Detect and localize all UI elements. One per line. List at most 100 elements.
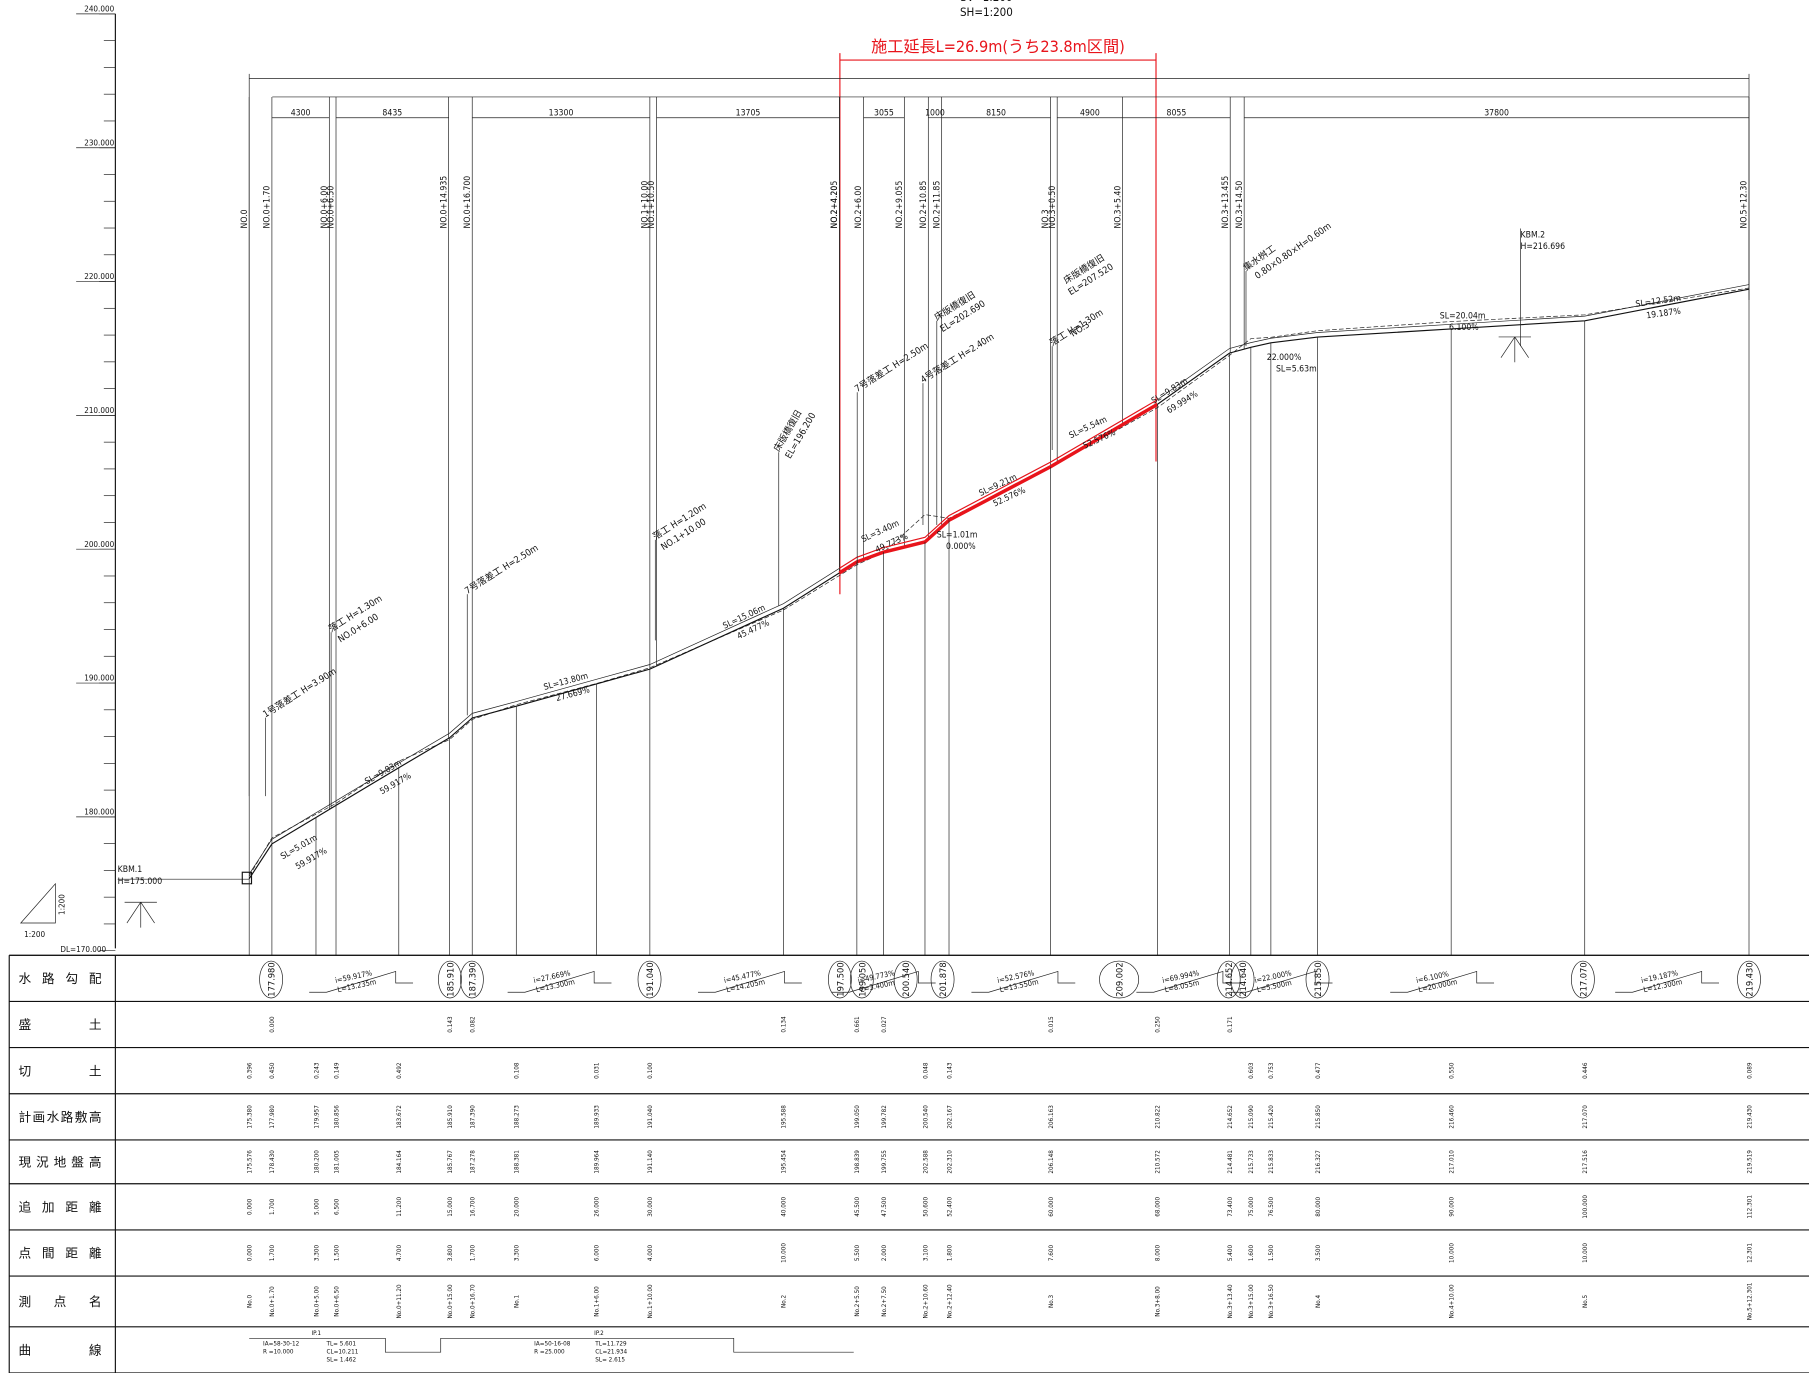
cell-value: 11.200 (396, 1196, 403, 1216)
slope-grade: 0.000% (946, 542, 976, 552)
cell-value: 185.910 (447, 1105, 454, 1129)
gradient-symbol (831, 970, 936, 993)
slope-length: 22.000% (1267, 353, 1302, 363)
datum-label: DL=170.000 (60, 945, 106, 954)
circle-elevation: 217.070 (1578, 962, 1589, 996)
elevation-circle (1570, 960, 1595, 999)
cell-value: 189.964 (594, 1150, 601, 1174)
slope-grade: 6.100% (1449, 323, 1479, 333)
cell-value: 215.833 (1268, 1150, 1275, 1174)
cell-value: 3.500 (1315, 1244, 1322, 1261)
circle-elevation: 201.878 (938, 962, 949, 996)
cell-value: 180.856 (333, 1105, 340, 1129)
cell-value: 177.980 (269, 1105, 276, 1129)
cell-value: 210.572 (1155, 1150, 1162, 1174)
station-label: NO.2+4.20 (830, 186, 840, 229)
cell-value: 0.108 (514, 1062, 521, 1079)
cell-value: 6.000 (594, 1244, 601, 1261)
scale-triangle (19, 882, 56, 924)
cell-value: 195.454 (781, 1150, 788, 1174)
cell-value: 178.430 (269, 1150, 276, 1174)
benchmark-name: KBM.1 (118, 865, 143, 875)
cell-value: No.4 (1315, 1295, 1322, 1308)
station-label: NO.5+12.30 (1740, 181, 1750, 229)
slope-length: SL=20.04m (1440, 311, 1486, 321)
cell-value: 1.800 (946, 1244, 953, 1261)
cell-value: 0.089 (1746, 1062, 1753, 1079)
slope-grade: 19.187% (1646, 307, 1682, 322)
cell-value: 188.381 (514, 1150, 521, 1174)
cell-value: 1.700 (269, 1198, 276, 1215)
cell-value: 90.000 (1448, 1196, 1455, 1216)
cell-value: 10.000 (1448, 1243, 1455, 1263)
curve-radius: R =10.000 (263, 1348, 294, 1355)
elevation-circle (637, 960, 662, 999)
dimension-label: 8150 (986, 108, 1006, 118)
elevation-circle (828, 960, 852, 999)
station-label: NO.3+13.455 (1221, 176, 1231, 229)
circle-elevation: 219.430 (1744, 962, 1755, 996)
cell-value: 217.516 (1582, 1150, 1589, 1174)
curve-sl: SL= 2.615 (595, 1356, 625, 1363)
cell-value: 0.015 (1048, 1016, 1055, 1033)
cell-value: 0.143 (946, 1062, 953, 1079)
structure-note: 7号落差工 H=2.50m (852, 340, 930, 395)
slope-grade: SL=5.63m (1276, 365, 1317, 375)
cell-value: No.3+13.40 (1227, 1284, 1234, 1319)
station-label: NO.2+10.85 (919, 181, 929, 229)
scale-text: SH=1:200 (960, 5, 1013, 19)
cell-value: 216.327 (1315, 1150, 1322, 1174)
gradient-symbol (1136, 970, 1241, 993)
cell-value: 0.031 (594, 1062, 601, 1079)
elevation-circle (438, 960, 462, 999)
cell-value: 181.005 (333, 1150, 340, 1174)
row-header: 点 間 距 離 (18, 1246, 101, 1261)
dimension-label: 13300 (549, 108, 574, 118)
cell-value: 20.000 (514, 1196, 521, 1216)
cell-value: 191.040 (647, 1105, 654, 1129)
circle-elevation: 199.050 (857, 962, 868, 996)
cell-value: No.2 (781, 1295, 788, 1308)
cell-value: 202.588 (922, 1150, 929, 1174)
cell-value: 3.300 (514, 1244, 521, 1261)
cell-value: No.0+1.70 (269, 1286, 276, 1317)
cell-value: 175.380 (247, 1105, 254, 1129)
cell-value: 0.027 (881, 1016, 888, 1033)
cell-value: No.0+5.00 (313, 1286, 320, 1317)
station-label: NO.0+16.700 (463, 176, 473, 229)
cell-value: 199.782 (881, 1105, 888, 1129)
cell-value: 189.933 (594, 1105, 601, 1129)
cell-value: 198.839 (854, 1150, 861, 1174)
station-label: NO.2+11.85 (932, 181, 942, 229)
cell-value: 1.600 (1248, 1244, 1255, 1261)
station-label: NO.2+6.00 (854, 186, 864, 229)
cell-value: 52.400 (946, 1196, 953, 1216)
row-header: 計画水路敷高 (18, 1109, 101, 1124)
gradient-symbol (697, 970, 802, 993)
benchmark-height: H=175.000 (118, 877, 163, 887)
elevation-label: 190.000 (84, 674, 114, 683)
circle-elevation: 191.040 (645, 962, 656, 996)
cell-value: 206.148 (1048, 1150, 1055, 1174)
scale-text: SV=1:200 (960, 0, 1012, 4)
cell-value: 179.957 (313, 1105, 320, 1129)
curve-cl: CL=21.934 (595, 1348, 627, 1355)
cell-value: No.5+12.301 (1746, 1282, 1753, 1320)
cell-value: 0.000 (247, 1244, 254, 1261)
cell-value: No.3 (1048, 1295, 1055, 1308)
cell-value: 183.672 (396, 1105, 403, 1129)
station-label: NO.0 (240, 209, 250, 228)
cell-value: 0.048 (922, 1062, 929, 1079)
cell-value: No.3+8.00 (1155, 1286, 1162, 1317)
dimension-label: 4900 (1080, 108, 1100, 118)
cell-value: 214.481 (1227, 1150, 1234, 1174)
cell-value: 215.850 (1315, 1105, 1322, 1129)
cell-value: 184.164 (396, 1150, 403, 1174)
cell-value: 7.600 (1048, 1244, 1055, 1261)
cell-value: 0.000 (269, 1016, 276, 1033)
curve-sl: SL= 1.462 (326, 1356, 356, 1363)
row-header: 現況地盤高 (18, 1154, 101, 1169)
cell-value: 26.000 (594, 1196, 601, 1216)
cell-value: 10.000 (781, 1243, 788, 1263)
